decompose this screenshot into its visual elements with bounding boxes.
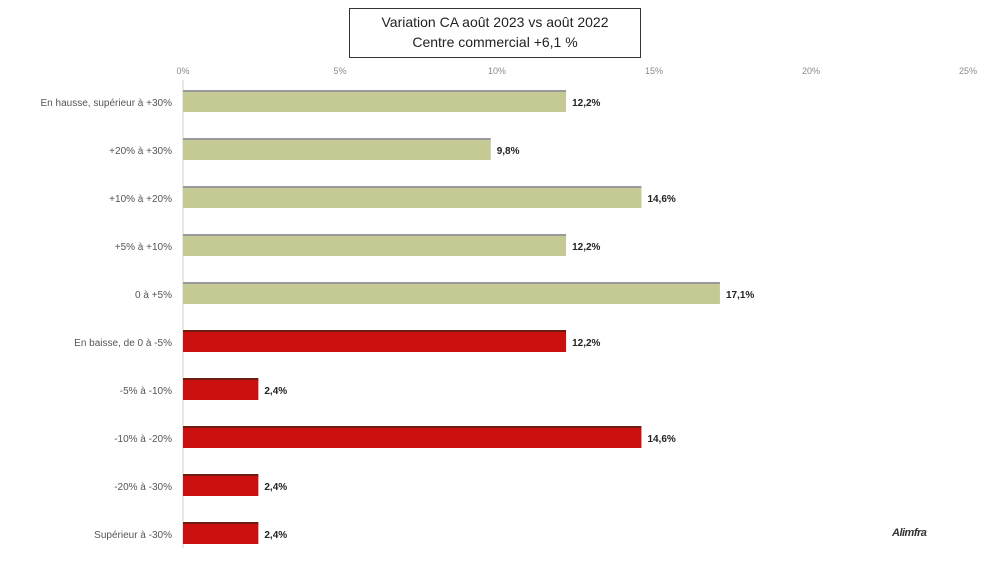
bar-top-edge	[183, 378, 259, 381]
x-tick-label: 25%	[959, 66, 977, 76]
value-label: 14,6%	[647, 194, 675, 205]
bar-top-edge	[183, 90, 567, 93]
bar	[183, 236, 567, 256]
bar	[183, 284, 720, 304]
value-label: 9,8%	[497, 146, 520, 157]
value-label: 12,2%	[572, 242, 600, 253]
bar	[183, 92, 567, 112]
value-label: 2,4%	[264, 386, 287, 397]
bar-top-edge	[183, 234, 567, 237]
chart-title: Variation CA août 2023 vs août 2022	[381, 14, 609, 30]
category-label: -5% à -10%	[120, 386, 172, 397]
bar	[183, 140, 491, 160]
x-tick-label: 15%	[645, 66, 663, 76]
bar	[183, 332, 567, 352]
bar	[183, 428, 642, 448]
value-label: 12,2%	[572, 338, 600, 349]
x-tick-label: 10%	[488, 66, 506, 76]
bar-top-edge	[183, 522, 259, 525]
category-label: 0 à +5%	[135, 290, 172, 301]
bar	[183, 188, 642, 208]
bar	[183, 524, 259, 544]
bar-top-edge	[183, 474, 259, 477]
category-label: -20% à -30%	[114, 482, 172, 493]
bar	[183, 380, 259, 400]
bar	[183, 476, 259, 496]
category-label: Supérieur à -30%	[94, 530, 172, 541]
x-tick-label: 5%	[333, 66, 346, 76]
value-label: 2,4%	[264, 482, 287, 493]
category-label: +10% à +20%	[109, 194, 172, 205]
bar-top-edge	[183, 186, 642, 189]
logo: Alimfra	[892, 527, 927, 539]
category-label: En hausse, supérieur à +30%	[41, 98, 173, 109]
x-tick-label: 20%	[802, 66, 820, 76]
x-tick-label: 0%	[176, 66, 189, 76]
category-label: En baisse, de 0 à -5%	[74, 338, 172, 349]
bar-top-edge	[183, 282, 720, 285]
bar-top-edge	[183, 330, 567, 333]
chart-title-box: Variation CA août 2023 vs août 2022 Cent…	[349, 8, 641, 58]
value-label: 17,1%	[726, 290, 754, 301]
category-label: +20% à +30%	[109, 146, 172, 157]
bar-top-edge	[183, 426, 642, 429]
value-label: 12,2%	[572, 98, 600, 109]
bar-top-edge	[183, 138, 491, 141]
category-label: +5% à +10%	[115, 242, 172, 253]
value-label: 14,6%	[647, 434, 675, 445]
category-label: -10% à -20%	[114, 434, 172, 445]
chart-subtitle: Centre commercial +6,1 %	[412, 34, 578, 50]
value-label: 2,4%	[264, 530, 287, 541]
